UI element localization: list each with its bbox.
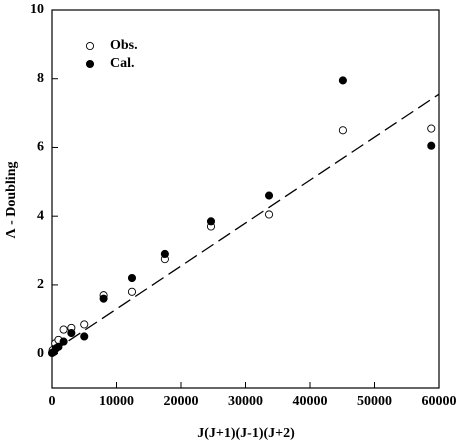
point xyxy=(80,320,89,329)
x-tick-label: 0 xyxy=(49,394,56,409)
point xyxy=(427,124,436,133)
legend-marker xyxy=(85,59,95,69)
point xyxy=(54,342,63,351)
fit-line xyxy=(51,93,440,353)
x-tick-label: 20000 xyxy=(164,394,199,409)
y-tick-label: 4 xyxy=(37,208,44,223)
x-axis-label: J(J+1)(J-1)(J+2) xyxy=(197,426,295,441)
y-tick-label: 2 xyxy=(37,277,44,292)
x-tick-label: 40000 xyxy=(293,394,328,409)
point xyxy=(264,210,274,219)
y-tick-label: 6 xyxy=(37,140,44,155)
y-tick-label: 8 xyxy=(37,71,44,86)
point xyxy=(59,337,68,346)
point xyxy=(338,126,347,135)
point xyxy=(127,287,137,296)
point xyxy=(59,325,68,334)
point xyxy=(67,328,76,338)
y-axis-label: Λ - Doubling xyxy=(4,162,19,239)
point xyxy=(338,76,347,85)
point xyxy=(99,294,108,303)
legend-label: Obs. xyxy=(110,38,138,53)
point xyxy=(427,141,436,150)
point xyxy=(127,273,137,283)
legend-label: Cal. xyxy=(110,56,135,71)
x-tick-label: 60000 xyxy=(422,394,457,409)
y-tick-label: 10 xyxy=(30,2,44,17)
point xyxy=(264,191,274,200)
x-tick-label: 50000 xyxy=(357,394,392,409)
x-tick-label: 10000 xyxy=(99,394,134,409)
point xyxy=(160,249,169,259)
x-tick-label: 30000 xyxy=(228,394,263,409)
point xyxy=(206,217,216,226)
point xyxy=(80,332,89,341)
y-tick-label: 0 xyxy=(37,346,44,361)
legend-marker xyxy=(85,41,95,51)
